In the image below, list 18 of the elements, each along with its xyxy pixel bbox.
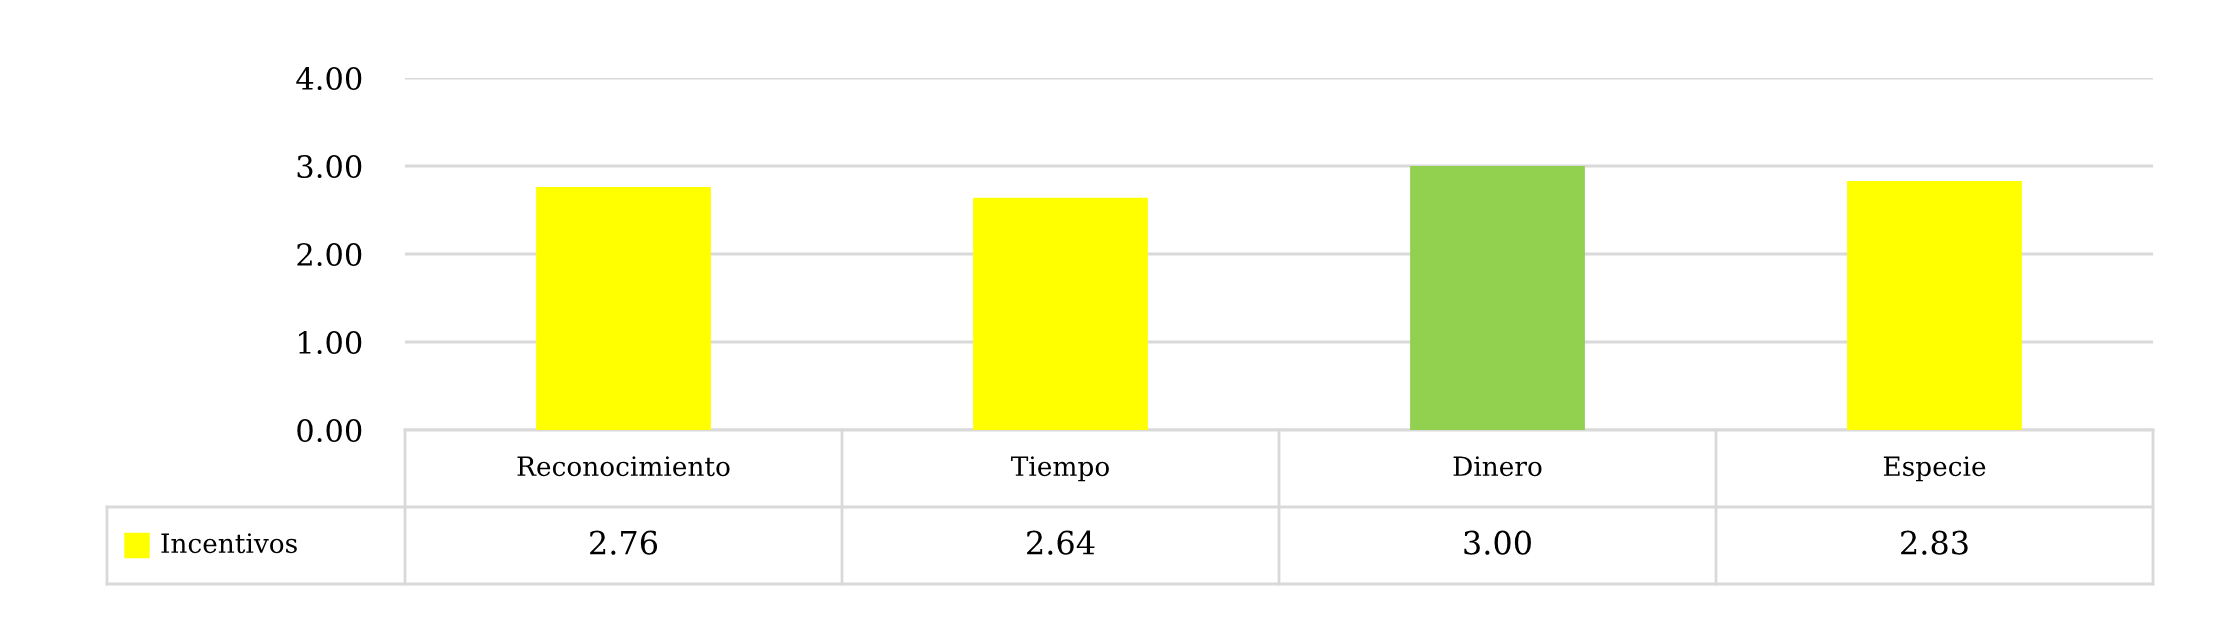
bar [1410, 166, 1585, 430]
y-tick-label: 4.00 [296, 66, 362, 91]
legend-label: Incentivos [161, 533, 297, 554]
y-tick-label: 2.00 [297, 242, 362, 267]
bar [973, 197, 1148, 430]
data-label: 3.00 [1464, 530, 1531, 555]
x-tick-label: Reconocimiento [517, 456, 730, 477]
x-tick-label: Tiempo [1011, 456, 1109, 482]
bar [536, 187, 711, 430]
data-label: 2.64 [1027, 530, 1095, 555]
x-tick-label: Especie [1883, 456, 1986, 482]
data-label: 2.76 [590, 530, 658, 555]
y-tick-label: 3.00 [297, 154, 362, 179]
bar [1847, 180, 2022, 430]
y-tick-label: 0.00 [297, 418, 362, 443]
data-label: 2.83 [1901, 530, 1968, 555]
y-tick-label: 1.00 [299, 330, 362, 355]
x-tick-label: Dinero [1453, 456, 1542, 477]
